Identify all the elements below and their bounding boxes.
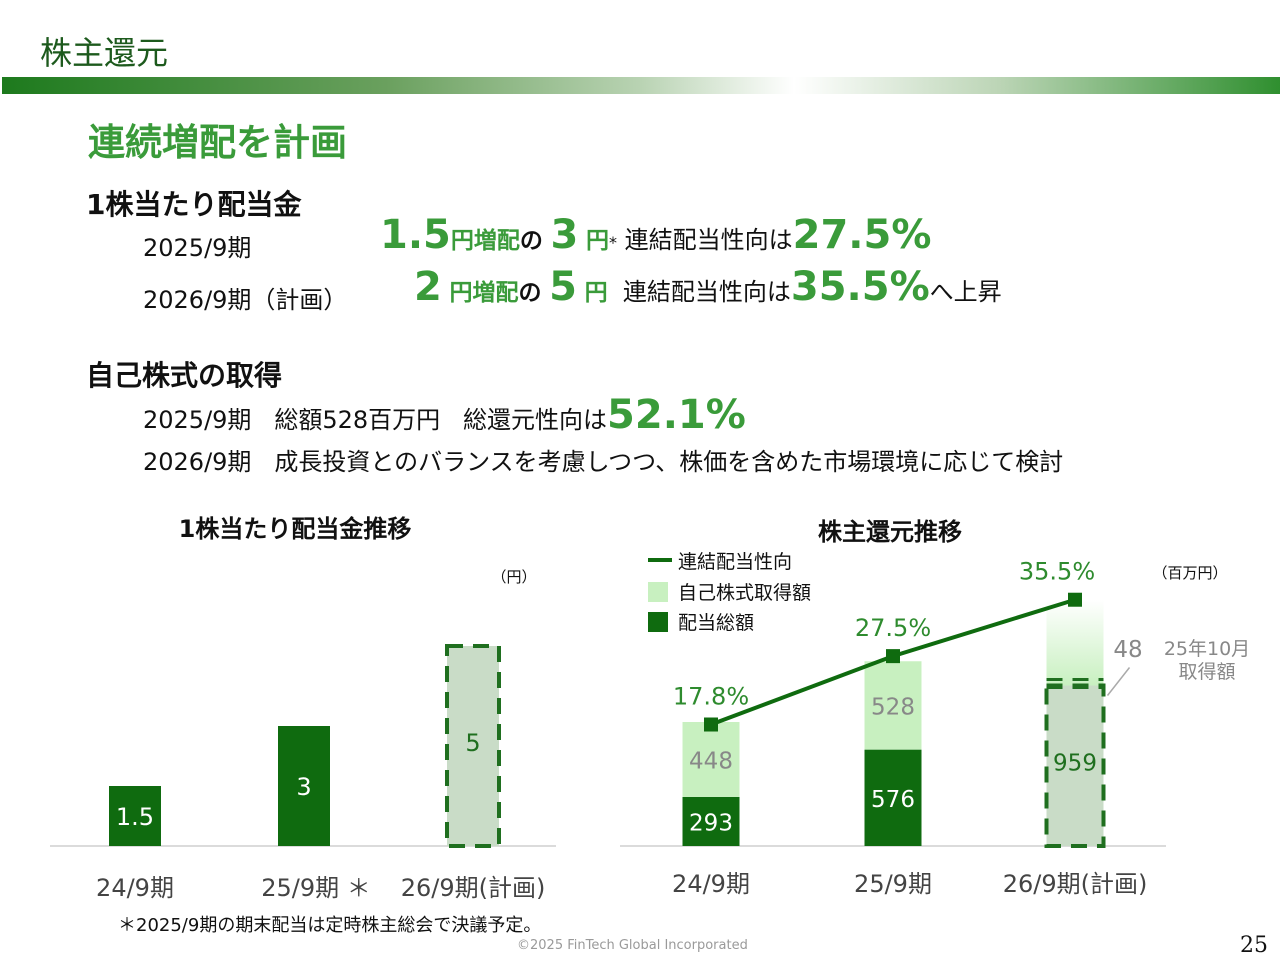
ratio-text: 総還元性向は	[463, 406, 608, 434]
bar-value-label: 1.5	[116, 803, 154, 831]
category-label: 26/9期(計画)	[401, 874, 546, 902]
unit-label: （円）	[491, 568, 536, 586]
annotation-leader	[1106, 667, 1131, 696]
dividend-bar-planned	[1044, 683, 1106, 848]
page-number: 25	[1240, 933, 1268, 958]
buyback-bar	[682, 722, 740, 797]
dividend-value: 3	[550, 212, 579, 258]
buyback-row2-text: 成長投資とのバランスを考慮しつつ、株価を含めた市場環境に応じて検討	[274, 448, 1064, 476]
category-label: 26/9期(計画)	[1003, 870, 1148, 898]
legend-label: 配当総額	[678, 612, 754, 634]
payout-ratio-marker	[704, 717, 718, 732]
payout-text: 連結配当性向は	[624, 226, 793, 254]
particle: の	[518, 280, 542, 306]
bar-value-label: 5	[465, 729, 480, 757]
dividend-value-label: 959	[1053, 751, 1097, 777]
payout-ratio-label: 17.8%	[673, 683, 749, 711]
buyback-row2-period: 2026/9期	[143, 448, 252, 476]
payout-value: 35.5%	[790, 264, 930, 310]
legend-swatch-buyback	[648, 582, 668, 602]
increase-unit: 円増配	[449, 280, 519, 306]
dividend-row2-period: 2026/9期（計画）	[143, 286, 348, 314]
increase-unit: 円増配	[450, 228, 520, 254]
buyback-total: 総額528百万円	[274, 406, 441, 434]
payout-ratio-marker	[1068, 592, 1082, 607]
category-label: 24/9期	[96, 874, 174, 902]
dividend-row1-detail: 1.5円増配の 3 円* 連結配当性向は27.5%	[380, 212, 931, 258]
bar	[278, 726, 330, 846]
dividend-row1-period: 2025/9期	[143, 234, 252, 262]
increase-value: 2	[414, 264, 442, 310]
headline: 連続増配を計画	[88, 121, 347, 164]
dividend-bar	[682, 796, 740, 846]
annotation-text: 取得額	[1178, 661, 1235, 683]
footnote: ＊2025/9期の期末配当は定時株主総会で決議予定。	[118, 915, 542, 936]
payout-ratio-marker	[886, 649, 900, 664]
category-label: 24/9期	[672, 870, 750, 898]
buyback-bar	[864, 661, 922, 750]
particle: の	[519, 228, 543, 254]
buyback-value-label: 448	[689, 748, 733, 774]
legend-label: 自己株式取得額	[678, 582, 811, 604]
copyright: ©2025 FinTech Global Incorporated	[517, 938, 748, 953]
buyback-bar-planned	[1046, 600, 1104, 686]
payout-value: 27.5%	[792, 212, 932, 258]
dividend-bar	[864, 749, 922, 846]
buyback-row1-period: 2025/9期	[143, 406, 252, 434]
dividend-value: 5	[549, 264, 577, 310]
payout-ratio-label: 27.5%	[855, 614, 931, 642]
dividend-chart: 1株当たり配当金推移 （円） 1.5 24/9期 3 25/9期 ＊ 5 26/9期(計画)	[50, 515, 556, 902]
dividend-unit: 円	[585, 228, 609, 254]
chart-title: 1株当たり配当金推移	[179, 515, 412, 543]
bar	[445, 644, 501, 848]
ratio-value: 52.1%	[607, 392, 746, 438]
dividend-value-label: 576	[871, 787, 915, 813]
annotation-text: 25年10月	[1164, 638, 1250, 660]
payout-ratio-label: 35.5%	[1019, 558, 1095, 586]
legend-label: 連結配当性向	[678, 551, 792, 573]
buyback-row1: 2025/9期 総額528百万円 総還元性向は52.1%	[143, 392, 746, 438]
buyback-heading: 自己株式の取得	[86, 359, 283, 392]
chart-title: 株主還元推移	[818, 518, 962, 546]
increase-value: 1.5	[380, 212, 451, 258]
header-gradient-bar	[2, 77, 1280, 94]
dividend-row2-detail: 2 円増配の 5 円 連結配当性向は35.5%へ上昇	[414, 264, 1002, 310]
annotation-value: 48	[1113, 637, 1142, 663]
asterisk: *	[608, 233, 617, 252]
payout-text: 連結配当性向は	[622, 278, 791, 306]
bar-value-label: 3	[296, 773, 311, 801]
dividend-unit: 円	[584, 280, 608, 306]
payout-suffix: へ上昇	[929, 278, 1002, 306]
dividend-heading: 1株当たり配当金	[86, 188, 302, 221]
slide-title: 株主還元	[40, 34, 169, 72]
category-label: 25/9期	[854, 870, 932, 898]
dividend-value-label: 293	[689, 810, 733, 836]
bar	[109, 786, 161, 846]
buyback-value-label: 528	[871, 694, 915, 720]
legend-swatch-dividend	[648, 612, 668, 632]
unit-label: （百万円）	[1152, 564, 1227, 582]
category-label: 25/9期 ＊	[261, 874, 371, 902]
buyback-row2: 2026/9期 成長投資とのバランスを考慮しつつ、株価を含めた市場環境に応じて検…	[143, 442, 1063, 477]
